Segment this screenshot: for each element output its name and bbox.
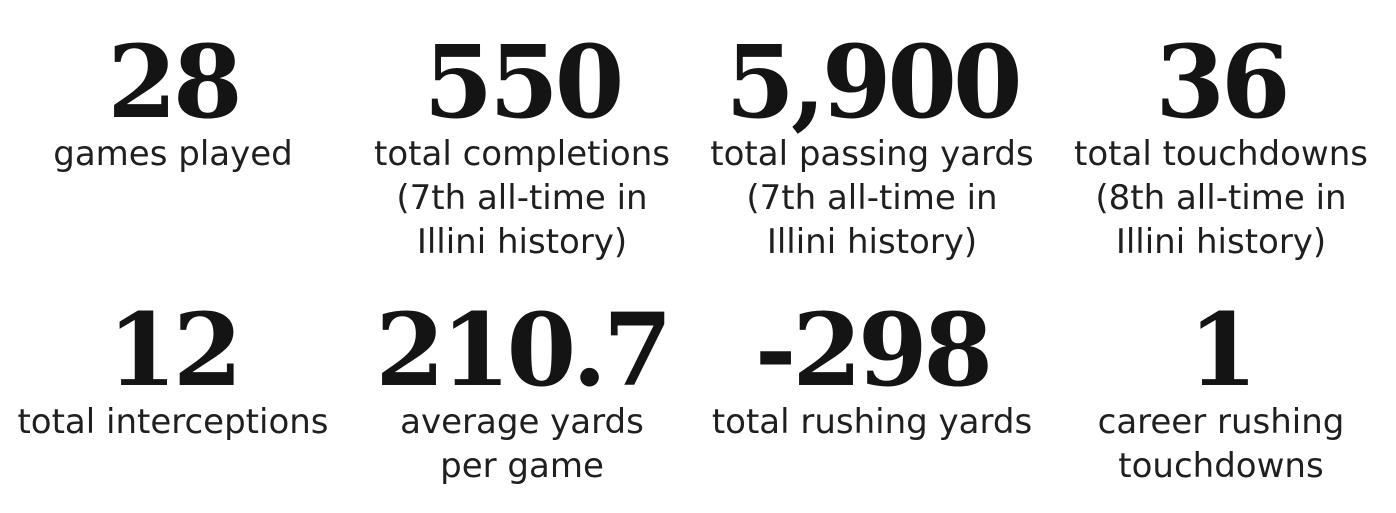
stat-label: average yards per game — [400, 402, 644, 486]
stat-label: total rushing yards — [711, 402, 1033, 442]
stat-value: 28 — [107, 23, 242, 141]
stat-career-rushing-touchdowns: 1 career rushing touchdowns — [1051, 300, 1391, 488]
stat-value: 5,900 — [725, 23, 1022, 141]
stat-total-passing-yards: 5,900 total passing yards (7th all-time … — [702, 32, 1042, 264]
stat-label: total interceptions — [17, 402, 329, 442]
stat-value: 12 — [107, 291, 242, 409]
stat-total-interceptions: 12 total interceptions — [3, 300, 343, 444]
stat-value: 210.7 — [375, 291, 672, 409]
stat-value: -298 — [754, 291, 993, 409]
stat-label: total completions (7th all-time in Illin… — [374, 134, 670, 262]
stat-label: total touchdowns (8th all-time in Illini… — [1074, 134, 1368, 262]
stat-total-rushing-yards: -298 total rushing yards — [702, 300, 1042, 444]
stat-label: career rushing touchdowns — [1097, 402, 1345, 486]
stat-label: games played — [53, 134, 293, 174]
stat-value: 36 — [1155, 23, 1290, 141]
stat-total-completions: 550 total completions (7th all-time in I… — [352, 32, 692, 264]
stat-games-played: 28 games played — [3, 32, 343, 176]
stat-total-touchdowns: 36 total touchdowns (8th all-time in Ill… — [1051, 32, 1391, 264]
stat-value: 550 — [423, 23, 625, 141]
stat-value: 1 — [1188, 291, 1258, 409]
stat-average-yards-per-game: 210.7 average yards per game — [352, 300, 692, 488]
stat-label: total passing yards (7th all-time in Ill… — [710, 134, 1034, 262]
